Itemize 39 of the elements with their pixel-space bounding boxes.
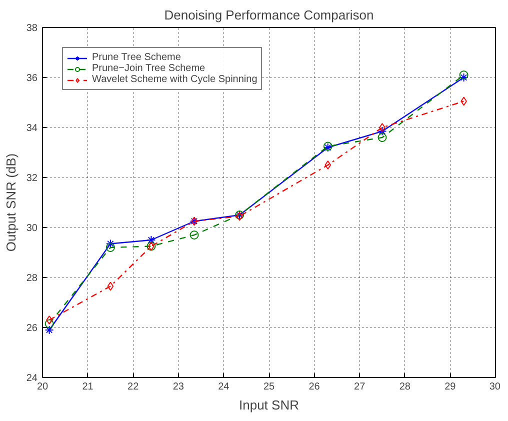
x-tick-label: 23 [172,382,184,392]
x-tick-label: 24 [218,382,230,392]
x-tick-label: 30 [489,382,501,392]
legend-label: Wavelet Scheme with Cycle Spinning [92,74,258,85]
y-axis-title: Output SNR (dB) [3,153,18,252]
y-tick-label: 28 [26,273,38,284]
y-tick-label: 30 [26,223,38,234]
legend-label: Prune−Join Tree Scheme [92,63,206,74]
y-tick-label: 26 [26,323,38,334]
point [459,73,468,82]
point [106,243,115,252]
point [378,133,387,142]
x-axis-title: Input SNR [239,398,299,412]
point [459,70,468,80]
point [190,230,199,240]
point [146,236,156,244]
point [44,326,54,334]
point [44,319,54,328]
x-tick-label: 22 [128,382,140,392]
x-tick-label: 21 [82,382,94,392]
y-tick-label: 32 [26,173,38,184]
x-tick-label: 29 [444,382,456,392]
point [46,316,52,324]
y-tick-label: 24 [26,373,38,384]
x-tick-label: 26 [308,382,320,392]
point [106,239,115,248]
y-tick-label: 36 [26,73,38,84]
x-tick-label: 20 [36,382,48,392]
x-tick-label: 28 [399,382,411,392]
point [379,123,386,132]
point [378,126,387,136]
x-tick-label: 25 [263,382,275,392]
point [324,160,332,170]
point [107,282,114,291]
y-tick-label: 38 [26,23,38,34]
legend-label: Prune Tree Scheme [92,52,181,63]
x-tick-label: 27 [354,382,366,392]
chart-title: Denoising Performance Comparison [164,8,374,22]
y-tick-label: 34 [26,123,38,134]
